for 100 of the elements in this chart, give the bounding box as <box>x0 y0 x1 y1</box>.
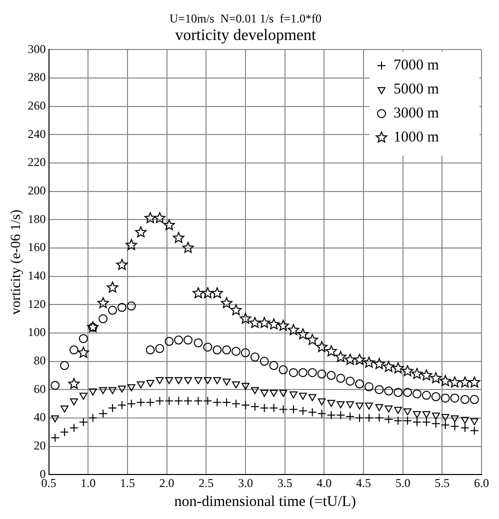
point <box>431 392 440 402</box>
point <box>232 399 241 408</box>
point <box>306 334 318 345</box>
point <box>308 394 316 402</box>
point <box>403 388 412 397</box>
point <box>240 312 252 324</box>
point <box>402 365 414 376</box>
point <box>69 345 78 354</box>
point <box>164 336 174 346</box>
point <box>242 382 250 390</box>
x-tick-label: 1.0 <box>80 476 96 490</box>
x-tick-label: 3.0 <box>238 476 253 490</box>
point <box>431 419 440 428</box>
x-tick-label: 1.5 <box>120 476 135 490</box>
point <box>374 413 384 422</box>
x-tick-label: 3.5 <box>277 476 292 490</box>
point <box>422 411 430 418</box>
y-tick-label: 160 <box>28 240 46 254</box>
point <box>127 384 136 392</box>
point <box>174 377 183 384</box>
legend-label: 1000 m <box>394 130 440 146</box>
point <box>136 398 146 407</box>
point <box>98 314 108 324</box>
point <box>116 258 128 270</box>
point <box>184 336 193 345</box>
point <box>318 398 326 406</box>
point <box>334 351 346 362</box>
point <box>146 380 154 388</box>
point <box>355 379 364 388</box>
point <box>394 388 403 397</box>
point <box>79 392 88 400</box>
point <box>117 302 126 312</box>
x-tick-label: 6.0 <box>474 476 489 490</box>
point <box>290 391 298 398</box>
point <box>146 345 155 354</box>
point <box>412 389 422 398</box>
point <box>354 354 366 365</box>
point <box>317 409 326 418</box>
chart-subtitle: U=10m/s N=0.01 1/s f=1.0*f0 <box>170 11 322 26</box>
point <box>470 418 478 426</box>
point <box>258 317 270 328</box>
point <box>269 361 278 370</box>
point <box>174 336 184 345</box>
point <box>470 395 479 404</box>
point <box>165 377 174 384</box>
point <box>278 320 289 331</box>
point <box>382 360 394 372</box>
point <box>194 396 203 406</box>
point <box>375 404 384 412</box>
point <box>420 369 432 380</box>
point <box>136 381 145 388</box>
point <box>50 433 60 442</box>
point <box>288 368 298 378</box>
point <box>355 413 364 422</box>
point <box>365 402 373 410</box>
point <box>232 346 241 356</box>
y-tick-label: 180 <box>28 212 46 226</box>
point <box>468 376 480 388</box>
point <box>450 394 460 403</box>
point <box>78 418 88 427</box>
point <box>440 375 452 386</box>
point <box>144 212 156 224</box>
point <box>288 404 298 414</box>
point <box>250 387 259 394</box>
point <box>203 396 212 406</box>
point <box>156 377 164 384</box>
point <box>327 400 336 407</box>
point <box>240 348 250 358</box>
point <box>260 390 268 397</box>
point <box>374 385 384 394</box>
point <box>232 381 240 388</box>
y-tick-label: 40 <box>34 410 46 424</box>
x-tick-label: 2.0 <box>159 476 174 490</box>
point <box>316 341 328 352</box>
point <box>184 396 193 406</box>
point <box>356 402 364 410</box>
point <box>336 410 346 420</box>
y-tick-label: 220 <box>28 155 46 170</box>
point <box>118 386 126 393</box>
point <box>460 395 470 404</box>
point <box>203 342 212 352</box>
point <box>461 416 469 424</box>
point <box>182 242 194 253</box>
point <box>270 390 278 397</box>
point <box>363 356 375 368</box>
point <box>97 297 109 308</box>
point <box>279 390 288 397</box>
point <box>364 382 374 392</box>
point <box>108 387 116 394</box>
point <box>344 354 356 365</box>
chart-title: vorticity development <box>175 27 316 44</box>
point <box>194 377 202 384</box>
point <box>268 318 280 330</box>
point <box>222 345 232 354</box>
point <box>78 334 88 344</box>
point <box>60 361 70 370</box>
point <box>99 387 108 394</box>
point <box>212 345 222 354</box>
y-tick-label: 100 <box>28 325 46 340</box>
point <box>50 380 60 390</box>
